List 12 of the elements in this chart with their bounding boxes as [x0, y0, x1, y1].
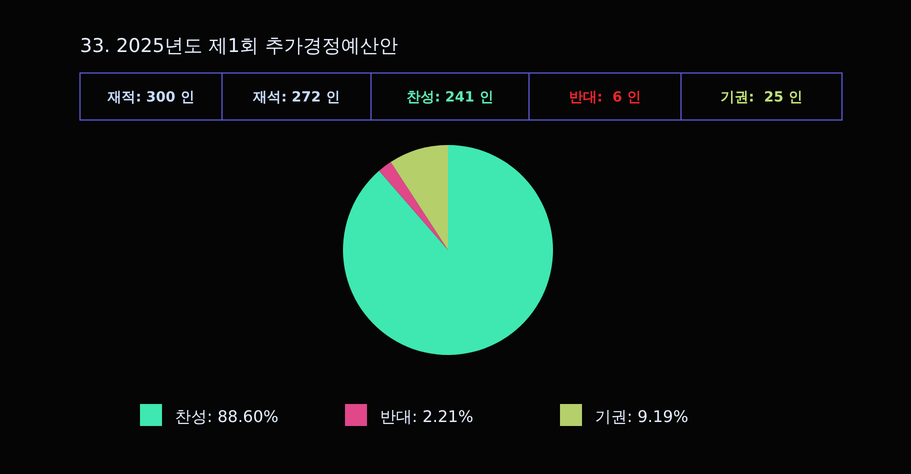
- pie-slice: [379, 162, 448, 250]
- legend-label: 찬성: 88.60%: [175, 407, 278, 426]
- text: 찬성: 241 인: [406, 90, 494, 106]
- chart-title: 33. 2025년도 제1회 추가경정예산안: [80, 35, 398, 57]
- pie-slice: [390, 145, 448, 250]
- text: 기권: 25 인: [720, 90, 802, 106]
- text: 반대: 6 인: [569, 90, 641, 106]
- text: 재적: 300 인: [106, 90, 194, 106]
- text: 재석: 272 인: [252, 90, 340, 106]
- legend-label: 반대: 2.21%: [380, 407, 474, 426]
- pie-slice: [343, 145, 553, 355]
- legend-label: 기권: 9.19%: [595, 407, 688, 426]
